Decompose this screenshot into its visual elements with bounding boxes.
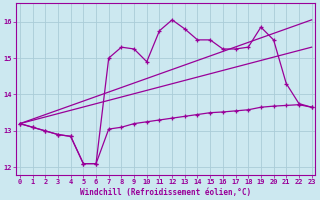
- X-axis label: Windchill (Refroidissement éolien,°C): Windchill (Refroidissement éolien,°C): [80, 188, 251, 197]
